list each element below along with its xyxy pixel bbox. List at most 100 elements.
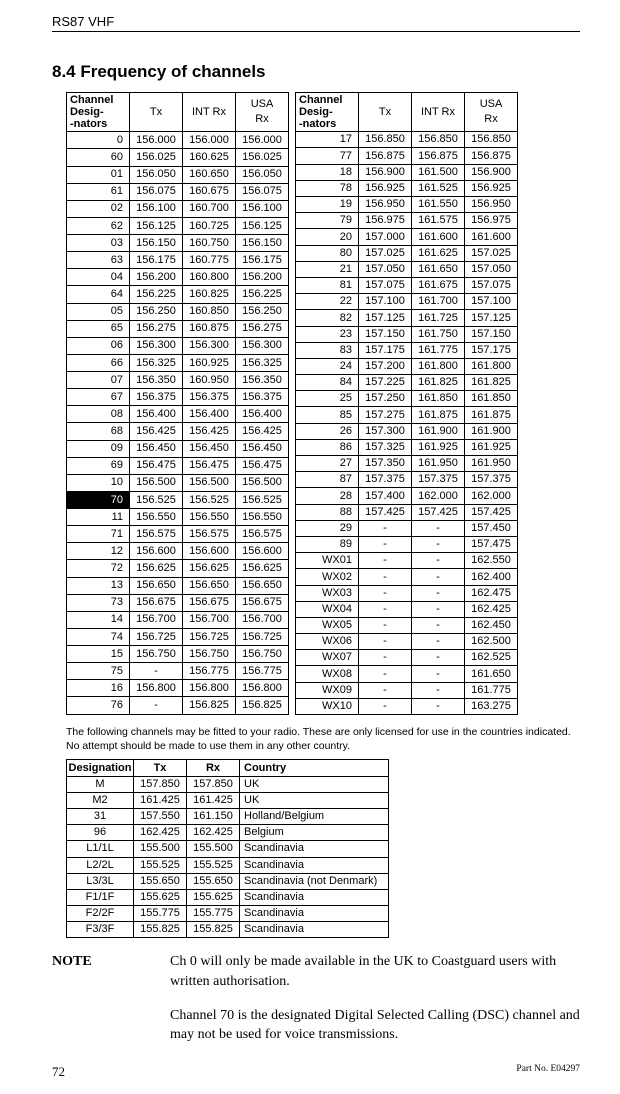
- intrx-cell: -: [412, 698, 465, 714]
- designator-cell: 87: [296, 472, 359, 488]
- page: RS87 VHF 8.4 Frequency of channels Chann…: [0, 0, 620, 1094]
- tx-cell: 156.650: [130, 577, 183, 594]
- designator-cell: 70: [67, 491, 130, 508]
- tx-cell: -: [130, 663, 183, 680]
- designator-cell: WX10: [296, 698, 359, 714]
- tx-cell: 157.100: [359, 294, 412, 310]
- designator-cell: WX03: [296, 585, 359, 601]
- tx-cell: 156.925: [359, 180, 412, 196]
- intrx-cell: 161.750: [412, 326, 465, 342]
- intrx-cell: 161.950: [412, 456, 465, 472]
- tx-cell: 156.275: [130, 320, 183, 337]
- designator-cell: 78: [296, 180, 359, 196]
- intrx-cell: 160.950: [183, 372, 236, 389]
- rx-cell: 155.775: [187, 906, 240, 922]
- table-row: 01156.050160.650156.050: [67, 166, 289, 183]
- tx-cell: 156.150: [130, 235, 183, 252]
- table-row: 72156.625156.625156.625: [67, 560, 289, 577]
- table-row: 88157.425157.425157.425: [296, 504, 518, 520]
- designator-cell: 09: [67, 440, 130, 457]
- designator-cell: 85: [296, 407, 359, 423]
- designator-cell: 28: [296, 488, 359, 504]
- table-row: 16156.800156.800156.800: [67, 680, 289, 697]
- intrx-cell: 156.700: [183, 611, 236, 628]
- tx-cell: 157.275: [359, 407, 412, 423]
- tx-cell: 157.250: [359, 391, 412, 407]
- intrx-cell: 160.875: [183, 320, 236, 337]
- table-row: WX07--162.525: [296, 650, 518, 666]
- tx-cell: 156.350: [130, 372, 183, 389]
- usarx-cell: 156.300: [236, 337, 289, 354]
- table-row: 0156.000156.000156.000: [67, 132, 289, 149]
- designation-cell: F2/2F: [67, 906, 134, 922]
- table-row: 22157.100161.700157.100: [296, 294, 518, 310]
- usarx-cell: 156.650: [236, 577, 289, 594]
- usarx-cell: 162.450: [465, 617, 518, 633]
- usarx-cell: 156.775: [236, 663, 289, 680]
- tx-cell: 156.300: [130, 337, 183, 354]
- usarx-cell: 156.350: [236, 372, 289, 389]
- table-row: 31157.550161.150Holland/Belgium: [67, 808, 389, 824]
- intrx-cell: 160.800: [183, 269, 236, 286]
- table-row: 05156.250160.850156.250: [67, 303, 289, 320]
- country-cell: Scandinavia: [240, 922, 389, 938]
- note-paragraph: Channel 70 is the designated Digital Sel…: [170, 1006, 580, 1045]
- intrx-cell: 157.375: [412, 472, 465, 488]
- intrx-cell: 161.550: [412, 197, 465, 213]
- header-rule: [52, 31, 580, 32]
- usarx-cell: 161.900: [465, 423, 518, 439]
- table-row: 77156.875156.875156.875: [296, 148, 518, 164]
- usarx-cell: 156.700: [236, 611, 289, 628]
- designator-cell: 71: [67, 526, 130, 543]
- tx-cell: 156.750: [130, 646, 183, 663]
- intrx-cell: -: [412, 536, 465, 552]
- table-row: 03156.150160.750156.150: [67, 235, 289, 252]
- tx-cell: -: [359, 585, 412, 601]
- table-row: 65156.275160.875156.275: [67, 320, 289, 337]
- tx-cell: 157.175: [359, 342, 412, 358]
- tx-cell: 157.300: [359, 423, 412, 439]
- tx-cell: 157.150: [359, 326, 412, 342]
- designator-cell: 10: [67, 474, 130, 491]
- usarx-cell: 161.825: [465, 375, 518, 391]
- designation-cell: L1/1L: [67, 841, 134, 857]
- note-paragraph: Ch 0 will only be made available in the …: [170, 952, 580, 991]
- usarx-cell: 156.575: [236, 526, 289, 543]
- tx-cell: 156.900: [359, 164, 412, 180]
- table-row: 17156.850156.850156.850: [296, 132, 518, 148]
- table-row: 07156.350160.950156.350: [67, 372, 289, 389]
- usarx-cell: 156.375: [236, 389, 289, 406]
- designator-cell: 17: [296, 132, 359, 148]
- usarx-cell: 157.100: [465, 294, 518, 310]
- tx-cell: 157.350: [359, 456, 412, 472]
- table-row: 75-156.775156.775: [67, 663, 289, 680]
- table-row: 78156.925161.525156.925: [296, 180, 518, 196]
- usarx-cell: 156.325: [236, 354, 289, 371]
- intrx-cell: 156.875: [412, 148, 465, 164]
- designator-cell: WX05: [296, 617, 359, 633]
- tx-cell: 156.975: [359, 213, 412, 229]
- intrx-cell: 161.575: [412, 213, 465, 229]
- table-row: 71156.575156.575156.575: [67, 526, 289, 543]
- designator-cell: 75: [67, 663, 130, 680]
- table-row: 26157.300161.900161.900: [296, 423, 518, 439]
- designator-cell: 13: [67, 577, 130, 594]
- table-row: 63156.175160.775156.175: [67, 252, 289, 269]
- intrx-cell: 156.425: [183, 423, 236, 440]
- tx-cell: 157.075: [359, 277, 412, 293]
- tx-cell: -: [359, 601, 412, 617]
- country-cell: Scandinavia: [240, 906, 389, 922]
- designator-cell: 24: [296, 358, 359, 374]
- intrx-cell: 161.725: [412, 310, 465, 326]
- rx-cell: 155.625: [187, 889, 240, 905]
- table-row: WX06--162.500: [296, 634, 518, 650]
- table-row: F3/3F155.825155.825Scandinavia: [67, 922, 389, 938]
- tx-cell: -: [359, 682, 412, 698]
- intrx-cell: 160.825: [183, 286, 236, 303]
- tx-cell: 156.225: [130, 286, 183, 303]
- usarx-cell: 156.050: [236, 166, 289, 183]
- table-head: ChannelDesig--nators Tx INT Rx USARx: [296, 93, 518, 132]
- intrx-cell: 161.825: [412, 375, 465, 391]
- table-row: 87157.375157.375157.375: [296, 472, 518, 488]
- usarx-cell: 162.525: [465, 650, 518, 666]
